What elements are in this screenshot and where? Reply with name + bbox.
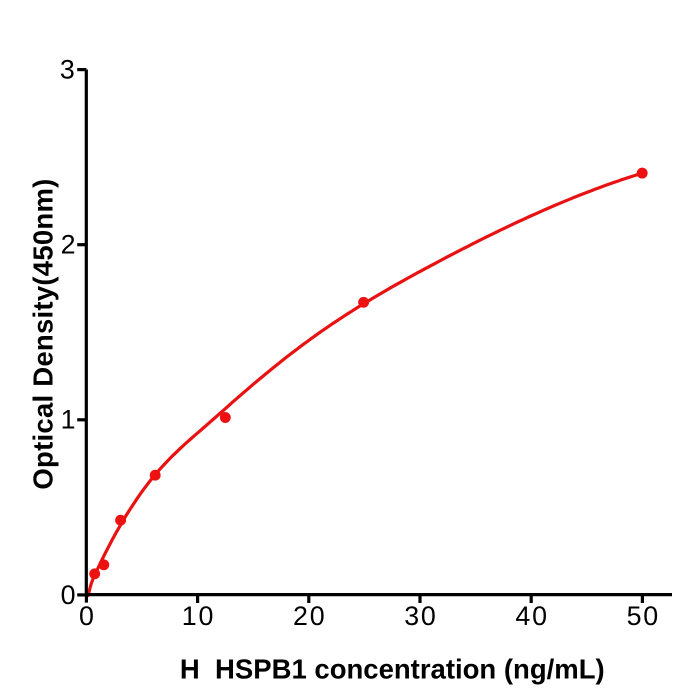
svg-text:20: 20 — [293, 601, 326, 631]
svg-text:30: 30 — [404, 601, 437, 631]
svg-text:0: 0 — [79, 601, 94, 631]
svg-text:Optical Density(450nm): Optical Density(450nm) — [28, 178, 59, 489]
svg-text:50: 50 — [627, 601, 660, 631]
svg-text:1: 1 — [61, 405, 76, 435]
svg-text:2: 2 — [61, 230, 76, 260]
svg-text:H HSPB1 concentration (ng/mL): H HSPB1 concentration (ng/mL) — [180, 654, 605, 685]
svg-text:40: 40 — [515, 601, 548, 631]
svg-text:3: 3 — [60, 55, 75, 85]
svg-text:0: 0 — [61, 580, 76, 610]
svg-text:10: 10 — [182, 601, 215, 631]
